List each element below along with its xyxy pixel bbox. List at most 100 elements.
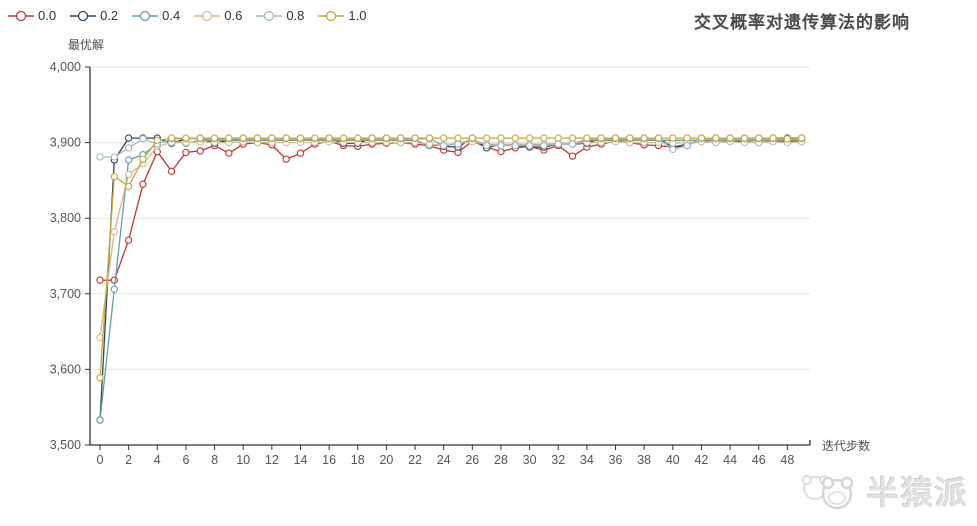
data-point: [540, 141, 548, 150]
data-point: [626, 134, 634, 142]
legend-item-0.6[interactable]: 0.6: [194, 8, 242, 23]
data-point: [669, 145, 677, 154]
data-point: [683, 141, 691, 150]
x-tick-label: 2: [125, 453, 132, 467]
data-point: [167, 134, 176, 142]
data-point: [124, 236, 133, 244]
x-tick-label: 16: [322, 453, 336, 467]
legend-marker-icon: [132, 10, 159, 21]
data-point: [182, 134, 190, 142]
data-point: [654, 134, 663, 142]
data-point: [339, 134, 348, 142]
data-point: [153, 136, 161, 144]
data-point: [511, 141, 519, 150]
legend-item-0.8[interactable]: 0.8: [256, 8, 304, 23]
data-point: [755, 134, 763, 142]
data-point: [139, 135, 147, 143]
legend-label: 1.0: [348, 8, 367, 23]
x-tick-label: 0: [97, 453, 104, 467]
series-line-0.2: [99, 137, 802, 421]
data-point: [640, 134, 648, 142]
data-point: [311, 134, 319, 142]
y-tick-label: 3,800: [50, 211, 81, 225]
data-point: [554, 134, 562, 142]
legend-item-0.4[interactable]: 0.4: [132, 8, 180, 23]
data-point: [268, 134, 276, 142]
data-point: [253, 134, 262, 142]
series-line-0.0: [100, 139, 802, 281]
data-point: [554, 140, 562, 148]
data-point: [611, 134, 620, 142]
y-tick-label: 3,900: [50, 136, 81, 150]
data-point: [468, 134, 476, 142]
data-point: [124, 144, 133, 152]
legend-item-1.0[interactable]: 1.0: [318, 8, 366, 23]
series-line-0.4: [99, 139, 802, 421]
data-point: [497, 134, 505, 142]
legend-marker-icon: [256, 10, 283, 21]
data-point: [110, 228, 118, 236]
data-point: [440, 134, 448, 142]
data-point: [325, 134, 333, 142]
data-point: [196, 134, 204, 142]
data-point: [382, 134, 391, 142]
data-point: [124, 156, 133, 164]
data-point: [568, 152, 577, 160]
data-point: [96, 276, 104, 284]
x-tick-label: 12: [265, 453, 279, 467]
x-tick-label: 40: [666, 453, 680, 467]
x-tick-label: 46: [752, 453, 766, 467]
data-point: [210, 134, 219, 142]
data-point: [124, 134, 133, 142]
chart-title: 交叉概率对遗传算法的影响: [694, 13, 910, 32]
data-point: [110, 172, 118, 181]
data-point: [454, 134, 462, 142]
x-tick-label: 30: [523, 453, 537, 467]
x-axis-name: 迭代步数: [822, 439, 871, 453]
x-tick-label: 20: [379, 453, 393, 467]
data-point: [482, 134, 491, 142]
data-point: [397, 134, 405, 142]
data-point: [482, 141, 491, 150]
data-point: [697, 134, 706, 142]
data-point: [798, 134, 806, 142]
data-point: [568, 140, 577, 148]
x-tick-label: 44: [723, 453, 737, 467]
data-point: [525, 141, 534, 150]
data-point: [225, 134, 233, 142]
data-point: [425, 134, 434, 142]
legend-marker-icon: [318, 10, 345, 21]
legend-label: 0.0: [38, 8, 57, 23]
data-point: [96, 416, 104, 424]
data-point: [497, 148, 505, 156]
data-point: [296, 134, 305, 142]
data-point: [368, 134, 376, 142]
x-tick-label: 36: [609, 453, 623, 467]
x-tick-label: 8: [211, 453, 218, 467]
legend-item-0.0[interactable]: 0.0: [8, 8, 56, 23]
data-point: [783, 135, 792, 143]
data-point: [167, 167, 176, 175]
data-point: [597, 134, 605, 142]
data-point: [225, 149, 233, 157]
y-tick-label: 3,700: [50, 287, 81, 301]
data-point: [454, 140, 462, 148]
x-tick-label: 10: [236, 453, 250, 467]
data-point: [497, 141, 505, 150]
legend-label: 0.8: [286, 8, 305, 23]
data-point: [96, 374, 104, 382]
data-point: [196, 147, 204, 155]
data-point: [411, 134, 419, 142]
data-point: [139, 180, 147, 188]
legend-label: 0.4: [162, 8, 181, 23]
x-tick-label: 28: [494, 453, 508, 467]
data-point: [683, 134, 691, 142]
x-tick-label: 32: [551, 453, 565, 467]
legend-item-0.2[interactable]: 0.2: [70, 8, 118, 23]
x-tick-label: 6: [182, 453, 189, 467]
series-line-1.0: [99, 137, 802, 378]
data-point: [296, 149, 305, 157]
data-point: [139, 155, 147, 163]
legend-marker-icon: [8, 10, 34, 21]
